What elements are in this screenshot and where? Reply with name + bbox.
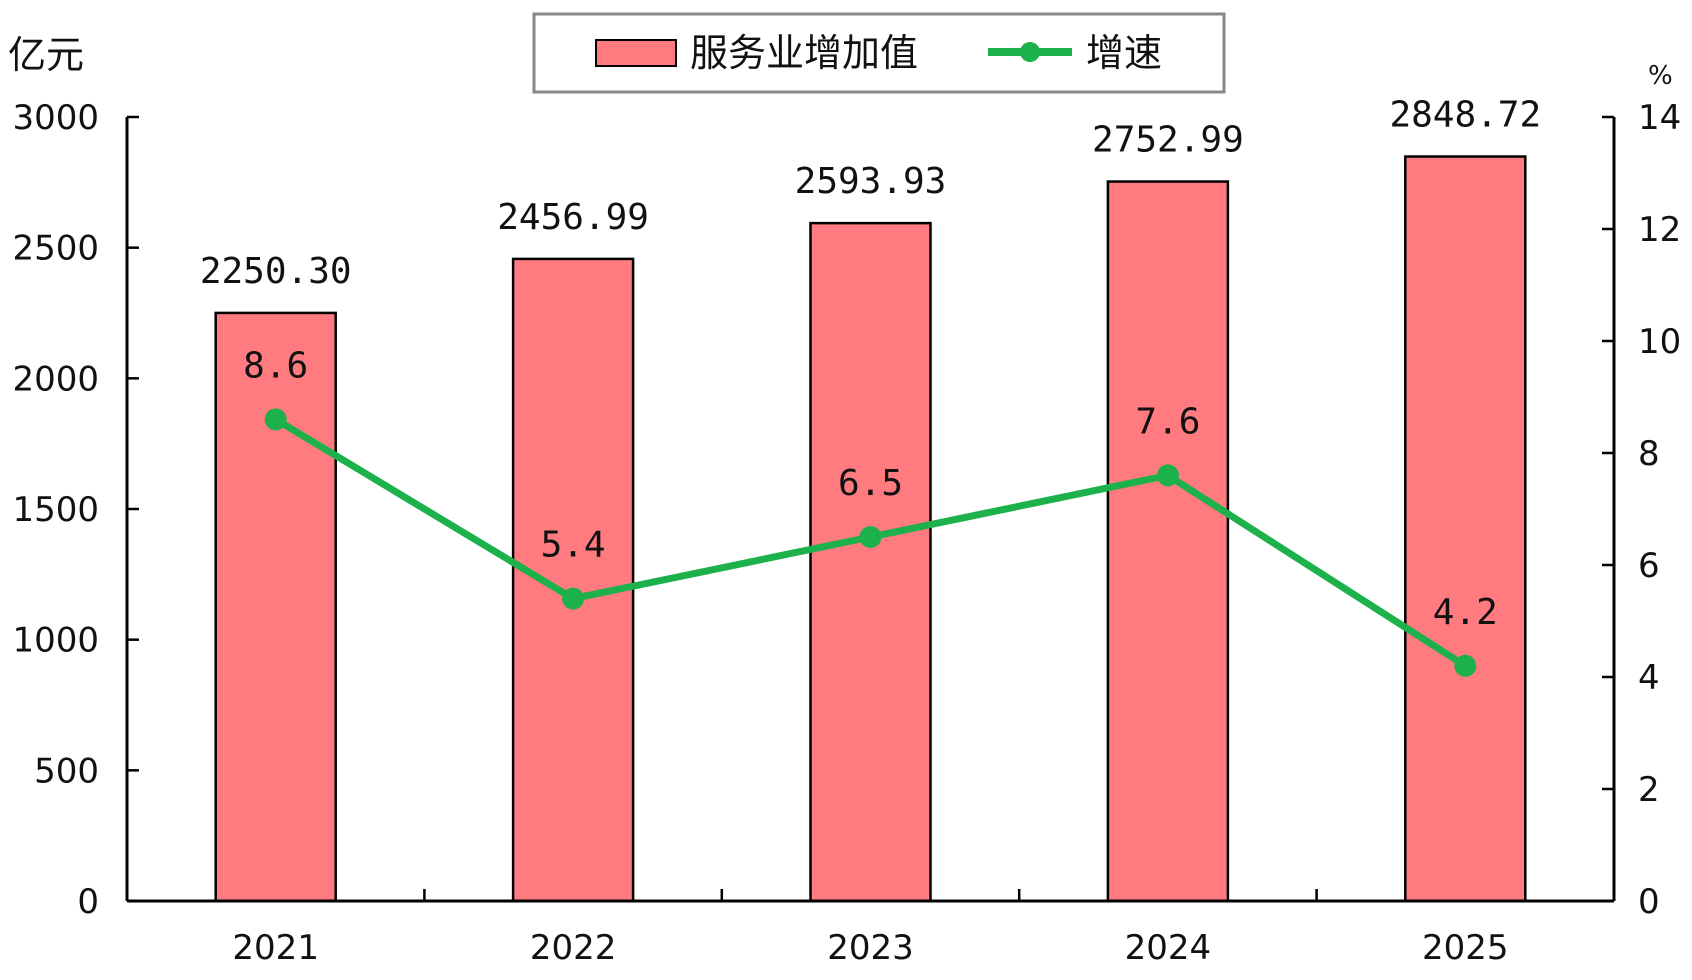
left-axis-tick-label: 1000: [12, 621, 99, 661]
right-axis-tick-label: 0: [1638, 882, 1660, 922]
legend-line-label: 增速: [1086, 31, 1162, 75]
left-axis-tick-label: 1500: [12, 490, 99, 530]
legend-line-marker: [1020, 42, 1040, 62]
growth-value-label-2023: 6.5: [838, 463, 903, 504]
right-axis-tick-label: 4: [1638, 658, 1660, 698]
axes-layer: 0 500 1000 1500 2000 2500 3000 0 2 4 6 8 10 12 14 2021 2…: [12, 98, 1681, 968]
growth-value-label-2025: 4.2: [1433, 592, 1498, 633]
bar-value-label-2023: 2593.93: [795, 161, 947, 202]
bar-2024: [1106, 180, 1230, 903]
growth-point-2022: [562, 587, 585, 610]
right-axis-tick-label: 14: [1638, 98, 1681, 138]
x-axis-tick-label-2025: 2025: [1422, 928, 1509, 968]
left-axis-tick-label: 500: [34, 751, 99, 791]
growth-point-2021: [264, 408, 287, 431]
left-axis-tick-label: 0: [77, 882, 99, 922]
labels-layer: 2250.30 2456.99 2593.93 2752.99 2848.72 8.6 5.…: [200, 95, 1541, 633]
bar-2022: [511, 257, 635, 903]
legend: 服务业增加值 增速: [532, 12, 1226, 94]
bar-value-label-2024: 2752.99: [1092, 120, 1244, 161]
legend-bar-label: 服务业增加值: [690, 31, 918, 75]
right-axis-tick-label: 8: [1638, 434, 1660, 474]
x-axis-tick-label-2022: 2022: [530, 928, 617, 968]
left-axis-tick-label: 2000: [12, 359, 99, 399]
x-axis-tick-label-2024: 2024: [1125, 928, 1212, 968]
growth-point-2025: [1454, 654, 1477, 677]
right-axis-tick-label: 10: [1638, 322, 1681, 362]
bar-2021: [214, 311, 337, 903]
growth-point-2024: [1156, 464, 1179, 487]
right-axis-tick-label: 2: [1638, 770, 1660, 810]
bar-value-label-2022: 2456.99: [497, 197, 649, 238]
right-axis-tick-label: 6: [1638, 546, 1660, 586]
bar-value-label-2025: 2848.72: [1389, 95, 1541, 136]
legend-bar-swatch: [595, 39, 677, 67]
growth-value-label-2024: 7.6: [1135, 401, 1200, 442]
bar-value-label-2021: 2250.30: [200, 251, 352, 292]
growth-value-label-2022: 5.4: [541, 525, 606, 566]
line-layer: [264, 408, 1477, 677]
x-axis-tick-label-2023: 2023: [827, 928, 914, 968]
right-axis-unit: %: [1648, 61, 1673, 91]
growth-point-2023: [859, 526, 882, 548]
right-axis-tick-label: 12: [1638, 210, 1681, 250]
growth-value-label-2021: 8.6: [243, 345, 308, 386]
x-axis-tick-label-2021: 2021: [232, 928, 319, 968]
left-axis-tick-label: 2500: [12, 229, 99, 269]
bars-layer: [214, 155, 1527, 903]
bar-2023: [809, 221, 932, 903]
bar-2025: [1404, 155, 1527, 903]
left-axis-tick-label: 3000: [12, 98, 99, 138]
left-axis-unit: 亿元: [8, 33, 84, 77]
